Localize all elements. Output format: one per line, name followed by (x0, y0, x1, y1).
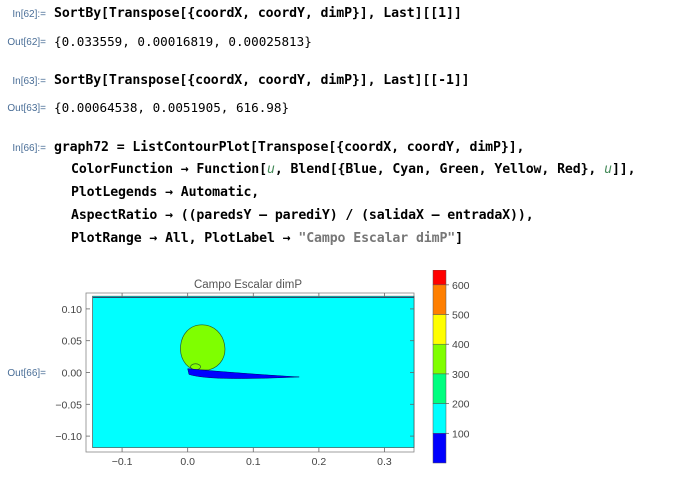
in-label-66: In[66]:= (12, 143, 46, 154)
legend-label: 600 (452, 280, 470, 292)
output-63: {0.00064538, 0.0051905, 616.98} (54, 100, 290, 115)
input-code-66-line1[interactable]: graph72 = ListContourPlot[Transpose[{coo… (54, 140, 525, 155)
legend-band (432, 403, 447, 434)
legend-band (432, 284, 447, 315)
input-code-62[interactable]: SortBy[Transpose[{coordX, coordY, dimP}]… (54, 6, 462, 21)
code-string: "Campo Escalar dimP" (298, 231, 456, 246)
input-code-63[interactable]: SortBy[Transpose[{coordX, coordY, dimP}]… (54, 73, 470, 88)
y-tick-label: 0.10 (62, 304, 83, 316)
legend-label: 100 (452, 428, 470, 440)
code-fragment: PlotRange → All, PlotLabel → (71, 231, 299, 246)
output-62: {0.033559, 0.00016819, 0.00025813} (54, 34, 312, 49)
legend-band (432, 373, 447, 404)
out-label-66: Out[66]= (7, 368, 46, 379)
plot-legend: 600 500 400 300 200 100 (432, 270, 470, 464)
plot-title: Campo Escalar dimP (194, 279, 302, 291)
high-pressure-bubble (180, 324, 226, 371)
input-code-66-line3[interactable]: PlotLegends → Automatic, (71, 185, 260, 200)
legend-band (432, 314, 447, 345)
plot-axes: −0.1 0.0 0.1 0.2 0.3 0.10 0.05 0.00 −0.05 −0.10 (55, 293, 414, 468)
x-tick-label: 0.2 (312, 456, 327, 468)
y-tick-label: −0.05 (55, 399, 82, 411)
in-label-63: In[63]:= (12, 76, 46, 87)
y-tick-label: 0.05 (62, 336, 83, 348)
legend-band (432, 433, 447, 464)
x-tick-label: 0.1 (246, 456, 261, 468)
input-code-66-line5[interactable]: PlotRange → All, PlotLabel → "Campo Esca… (71, 231, 463, 246)
code-fragment: ]], (611, 162, 636, 177)
out-label-62: Out[62]= (7, 37, 46, 48)
legend-band (432, 343, 447, 375)
y-tick-label: 0.00 (62, 368, 83, 380)
input-code-66-line4[interactable]: AspectRatio → ((paredsY – parediY) / (sa… (71, 208, 534, 223)
plot-field (92, 295, 415, 448)
code-variable-u: u (267, 162, 275, 177)
low-pressure-wake (187, 368, 300, 379)
legend-label: 300 (452, 369, 470, 381)
code-fragment: , Blend[{Blue, Cyan, Green, Yellow, Red}… (274, 162, 605, 177)
field-region (92, 295, 415, 448)
input-code-66-line2[interactable]: ColorFunction → Function[u, Blend[{Blue,… (71, 162, 636, 177)
x-tick-label: 0.3 (377, 456, 392, 468)
code-fragment: ColorFunction → Function[ (71, 162, 267, 177)
legend-label: 400 (452, 339, 470, 351)
y-tick-label: −0.10 (55, 431, 82, 443)
code-fragment: ] (455, 231, 463, 246)
out-label-63: Out[63]= (7, 103, 46, 114)
x-tick-label: 0.0 (180, 456, 195, 468)
x-tick-label: −0.1 (112, 456, 133, 468)
legend-label: 500 (452, 310, 470, 322)
contour-plot[interactable]: −0.1 0.0 0.1 0.2 0.3 0.10 0.05 0.00 −0.05 −0.10 6… (50, 270, 480, 475)
code-variable-u: u (604, 162, 612, 177)
in-label-62: In[62]:= (12, 9, 46, 20)
legend-label: 200 (452, 399, 470, 411)
legend-band (432, 270, 447, 286)
